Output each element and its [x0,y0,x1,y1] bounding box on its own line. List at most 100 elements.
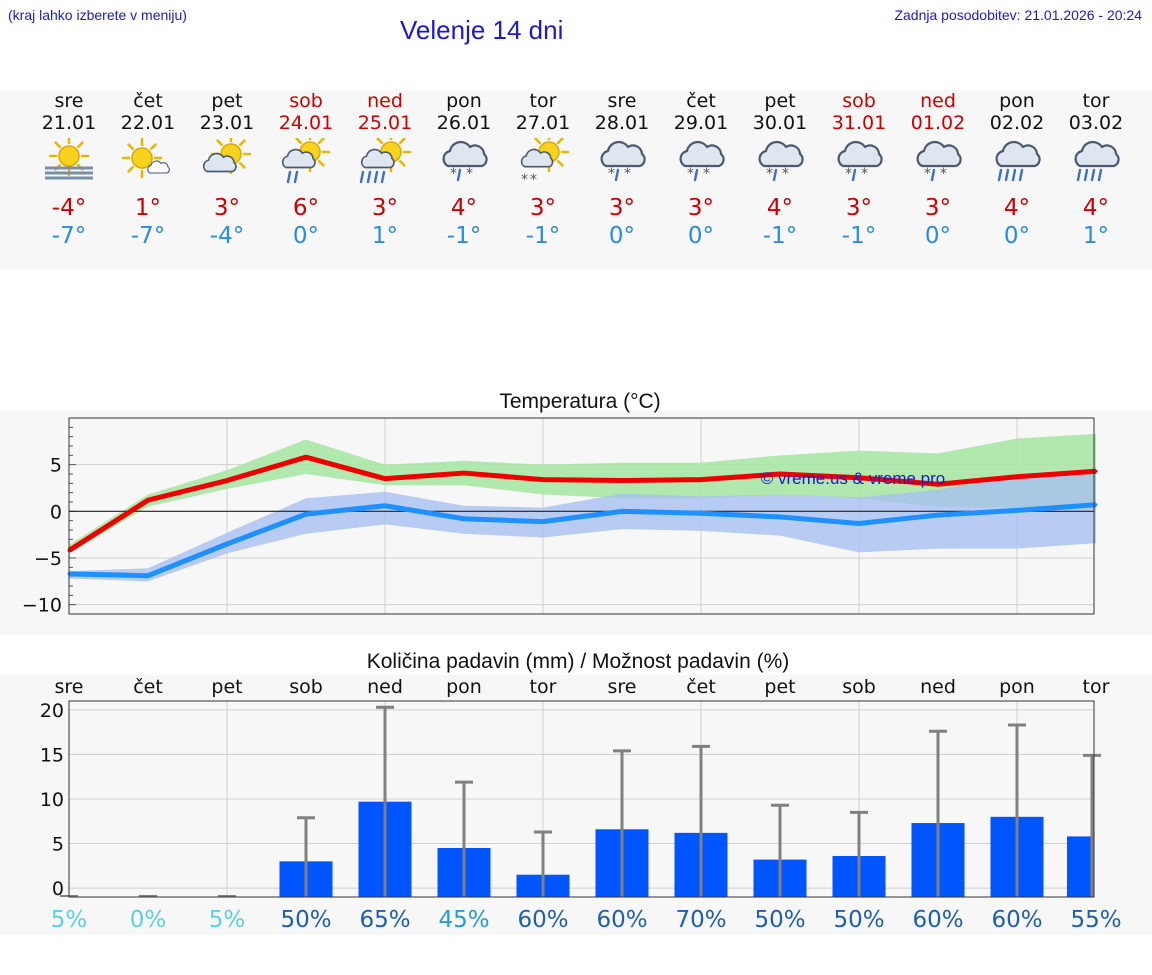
day-column: sob 24.01 6° 0° [266,90,346,250]
day-column: pon 26.01 * * 4° -1° [424,90,504,250]
day-column: tor 27.01 * * 3° -1° [503,90,583,250]
min-temp-point [857,521,861,525]
temperature-plot-frame [68,417,1095,615]
svg-text:*: * [703,166,710,182]
precip-probability: 0% [130,907,167,933]
min-temp: 0° [687,223,715,249]
precipitation-chart-title: Količina padavin (mm) / Možnost padavin … [367,650,790,673]
min-temp-point [936,513,940,517]
day-column: sob 31.01 * * 3° -1° [819,90,899,250]
min-temp: -4° [209,223,245,249]
precip-probability: 50% [754,907,805,933]
precip-day-label: pon [999,676,1035,698]
precip-ytick-label: 5 [52,834,64,856]
min-temp-point [1015,508,1019,512]
max-temp: 3° [845,195,873,221]
max-temp: 3° [608,195,636,221]
min-temp-point [462,517,466,521]
svg-text:*: * [530,172,537,188]
temp-ytick-label: −10 [22,595,62,617]
svg-text:*: * [624,166,631,182]
min-temp: 1° [1082,223,1110,249]
day-name: ned [367,90,403,112]
max-temp-point [857,476,861,480]
day-name: čet [686,90,716,112]
min-temp: -7° [130,223,166,249]
last-update: Zadnja posodobitev: 21.01.2026 - 20:24 [894,7,1142,23]
precip-day-label: ned [367,676,403,698]
precip-day-label: čet [133,676,163,698]
precip-day-label: tor [530,676,557,698]
day-date: 31.01 [831,112,887,134]
cloud-sleet-icon: * * [600,140,646,182]
day-name: sre [607,90,637,112]
day-name: čet [133,90,163,112]
day-date: 23.01 [199,112,255,134]
partly-cloudy-icon [202,138,252,175]
svg-text:*: * [924,166,931,182]
cloud-sleet-icon: * * [679,140,725,182]
max-temp-point [541,478,545,482]
min-temp: -1° [841,223,877,249]
min-temp-point [225,542,229,546]
svg-text:*: * [782,166,789,182]
precip-probability: 60% [517,907,568,933]
max-temp: 3° [213,195,241,221]
min-temp: 0° [608,223,636,249]
precip-probability: 60% [991,907,1042,933]
min-temp-point [699,511,703,515]
cloud-sleet-icon: * * [758,140,804,182]
max-temp-point [462,471,466,475]
precip-day-label: tor [1083,676,1110,698]
max-temp: 6° [292,195,320,221]
cloud-sleet-icon: * * [837,140,883,182]
svg-text:*: * [608,166,615,182]
max-temp: -4° [51,195,87,221]
precipitation-plot-frame [68,700,1095,898]
day-date: 01.02 [910,112,966,134]
max-temp-point [1094,469,1098,473]
cloud-rain-icon [995,140,1041,182]
max-temp: 4° [766,195,794,221]
day-date: 02.02 [989,112,1045,134]
day-column: sre 21.01 -4° -7° [29,90,109,250]
precip-day-label: sre [55,676,84,698]
min-temp-point [383,504,387,508]
min-temp-line [68,502,1097,579]
svg-text:*: * [450,166,457,182]
max-temp: 4° [450,195,478,221]
min-temp-point [1094,503,1098,507]
day-name: sre [54,90,84,112]
min-temp-point [620,509,624,513]
precip-bar [1067,836,1094,897]
cloud-rain-icon [1074,140,1120,182]
max-temp-point [383,477,387,481]
precip-day-label: pon [446,676,482,698]
max-temp-point [225,479,229,483]
min-temp-point [541,520,545,524]
min-temp: -7° [51,223,87,249]
precip-day-label: pet [211,676,242,698]
day-column: tor 03.02 4° 1° [1056,90,1136,250]
precip-ytick-label: 15 [40,744,64,766]
daily-forecast-strip: sre 21.01 -4° -7° čet 22.01 1° -7° pet 2… [0,90,1152,270]
page-title: Velenje 14 dni [400,15,564,45]
day-column: pet 23.01 3° -4° [187,90,267,250]
svg-text:*: * [845,166,852,182]
max-temp: 4° [1082,195,1110,221]
day-date: 03.02 [1068,112,1124,134]
day-column: čet 29.01 * * 3° 0° [661,90,741,250]
cloud-sleet-icon: * * [916,140,962,182]
min-temp-point [304,512,308,516]
precip-day-label: čet [686,676,716,698]
day-date: 28.01 [594,112,650,134]
day-column: čet 22.01 1° -7° [108,90,188,250]
fog-sun-icon [45,138,93,180]
day-name: pon [999,90,1035,112]
location-hint[interactable]: (kraj lahko izberete v meniju) [8,7,187,23]
day-date: 26.01 [436,112,492,134]
svg-text:*: * [466,166,473,182]
day-name: sob [842,90,876,112]
precip-probability: 5% [51,907,88,933]
